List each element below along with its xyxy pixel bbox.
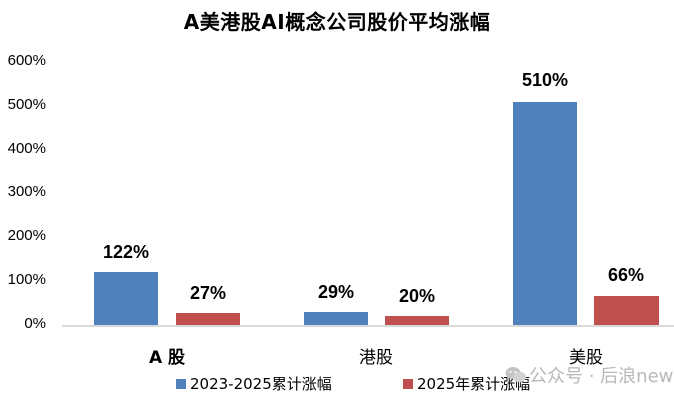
bar-us-2025: [594, 296, 659, 325]
y-tick-label: 500%: [7, 96, 46, 113]
legend-item-series1: 2023-2025累计涨幅: [176, 373, 332, 394]
y-tick-label: 100%: [7, 271, 46, 288]
legend-label: 2025年累计涨幅: [417, 375, 531, 393]
wechat-icon: [505, 366, 527, 384]
y-tick-label: 0%: [24, 315, 46, 332]
x-category-label: 港股: [359, 348, 393, 368]
data-label: 29%: [317, 282, 355, 302]
bar-hk-2023-2025: [304, 312, 368, 325]
bar-hk-2025: [385, 316, 449, 325]
legend-swatch-icon: [403, 378, 413, 389]
data-label: 510%: [521, 70, 569, 90]
x-category-label: 美股: [569, 348, 603, 368]
data-label: 20%: [398, 286, 436, 306]
bar-a-share-2025: [176, 313, 240, 325]
x-axis-line: [62, 325, 674, 327]
bar-a-share-2023-2025: [94, 272, 158, 325]
watermark-text: 公众号 · 后浪new: [529, 366, 674, 387]
x-category-label: A 股: [148, 348, 186, 368]
y-tick-label: 600%: [7, 52, 46, 69]
data-label: 122%: [102, 242, 150, 262]
legend-swatch-icon: [176, 378, 186, 389]
data-label: 27%: [189, 283, 227, 303]
chart-title: A美港股AI概念公司股价平均涨幅: [183, 10, 491, 34]
legend-item-series2: 2025年累计涨幅: [403, 373, 530, 394]
legend-label: 2023-2025累计涨幅: [190, 375, 332, 393]
y-tick-label: 200%: [7, 227, 46, 244]
legend: 2023-2025累计涨幅 2025年累计涨幅: [0, 373, 674, 395]
bar-us-2023-2025: [513, 102, 577, 325]
watermark: 公众号 · 后浪new: [505, 362, 673, 388]
data-label: 66%: [607, 265, 645, 285]
y-tick-label: 300%: [7, 183, 46, 200]
y-tick-label: 400%: [7, 140, 46, 157]
